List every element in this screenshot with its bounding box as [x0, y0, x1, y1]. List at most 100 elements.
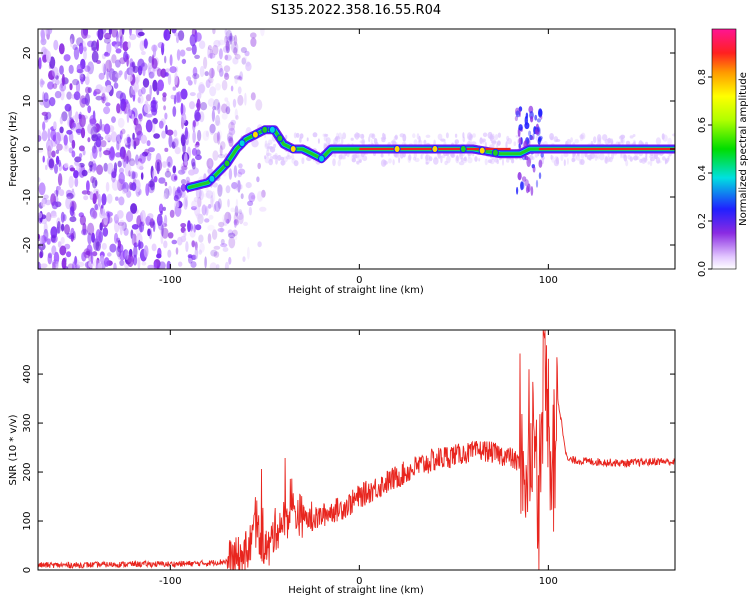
heatmap-cell — [80, 127, 86, 139]
heatmap-cell — [84, 76, 90, 86]
heatmap-cell — [103, 106, 111, 115]
heatmap-cell — [189, 34, 196, 47]
heatmap-cell — [51, 150, 56, 158]
heatmap-cell — [352, 154, 358, 159]
heatmap-cell — [59, 116, 64, 125]
heatmap-cell — [104, 32, 112, 40]
heatmap-cell — [38, 212, 43, 219]
heatmap-cell — [108, 147, 116, 161]
heatmap-cell — [193, 68, 197, 75]
heatmap-cell — [275, 158, 278, 165]
heatmap-cell — [234, 235, 238, 241]
heatmap-cell — [212, 44, 219, 56]
heatmap-cell — [106, 193, 113, 204]
heatmap-cell — [566, 157, 569, 165]
heatmap-cell — [163, 193, 167, 200]
heatmap-cell — [472, 133, 476, 138]
heatmap-cell — [43, 222, 48, 234]
heatmap-cell — [140, 210, 146, 223]
heatmap-cell — [99, 255, 105, 264]
heatmap-cell — [233, 212, 239, 224]
heatmap-cell — [128, 158, 136, 167]
heatmap-cell — [104, 95, 109, 104]
heatmap-cell — [213, 98, 220, 111]
heatmap-cell — [120, 98, 127, 112]
heatmap-cell — [51, 66, 59, 78]
heatmap-cell — [46, 50, 51, 63]
heatmap-cell — [81, 228, 88, 236]
heatmap-cell — [208, 73, 212, 84]
heatmap-cell — [121, 188, 128, 195]
heatmap-cell — [295, 132, 300, 138]
y-tick-label: 300 — [22, 414, 33, 433]
heatmap-cell — [142, 78, 150, 88]
heatmap-cell — [216, 129, 223, 140]
heatmap-cell — [66, 91, 72, 100]
heatmap-cell — [111, 54, 117, 64]
heatmap-cell — [527, 183, 531, 193]
heatmap-cell — [233, 186, 238, 191]
heatmap-cell — [106, 162, 114, 175]
heatmap-cell — [208, 53, 216, 59]
heatmap-cell — [560, 154, 564, 162]
heatmap-cell — [105, 181, 110, 192]
heatmap-cell — [492, 133, 495, 140]
heatmap-cell — [280, 160, 286, 166]
heatmap-cell — [53, 39, 59, 51]
heatmap-cell — [207, 165, 212, 176]
heatmap-cell — [96, 133, 102, 139]
heatmap-cell — [132, 132, 135, 140]
heatmap-cell — [440, 155, 443, 164]
heatmap-cell — [335, 136, 340, 140]
heatmap-cell — [211, 229, 218, 240]
heatmap-cell — [537, 126, 541, 132]
heatmap-cell — [225, 29, 233, 43]
heatmap-cell — [264, 156, 270, 164]
heatmap-cell — [224, 54, 232, 61]
heatmap-cell — [215, 264, 220, 269]
heatmap-cell — [54, 163, 58, 174]
heatmap-cell — [195, 144, 200, 150]
spectrum-hotspot — [478, 146, 486, 155]
heatmap-cell — [599, 152, 605, 161]
heatmap-cell — [180, 88, 188, 100]
heatmap-cell — [230, 119, 236, 126]
heatmap-cell — [412, 156, 417, 161]
heatmap-cell — [240, 193, 244, 200]
heatmap-cell — [57, 241, 62, 248]
heatmap-cell — [227, 198, 230, 208]
heatmap-cell — [425, 154, 431, 161]
heatmap-cell — [217, 60, 223, 65]
heatmap-cell — [96, 39, 99, 52]
heatmap-cell — [208, 67, 215, 79]
heatmap-cell — [578, 158, 583, 165]
heatmap-cell — [645, 153, 648, 160]
heatmap-cell — [231, 182, 238, 189]
heatmap-cell — [76, 63, 83, 74]
heatmap-cell — [224, 35, 228, 44]
heatmap-cell — [549, 133, 554, 140]
heatmap-cell — [212, 150, 219, 161]
heatmap-cell — [39, 78, 44, 88]
heatmap-cell — [135, 179, 141, 192]
heatmap-cell — [224, 31, 231, 41]
chart-title: S135.2022.358.16.55.R04 — [271, 3, 441, 18]
heatmap-cell — [89, 191, 94, 200]
heatmap-cell — [162, 95, 167, 102]
y-tick-label: 400 — [22, 365, 33, 384]
heatmap-cell — [173, 194, 179, 202]
heatmap-cell — [213, 251, 220, 258]
heatmap-cell — [50, 226, 58, 239]
heatmap-cell — [116, 246, 122, 258]
heatmap-cell — [247, 200, 254, 206]
heatmap-cell — [43, 98, 51, 109]
colorbar-tick-label: 0.2 — [697, 213, 708, 229]
heatmap-cell — [518, 137, 522, 145]
heatmap-cell — [232, 57, 239, 65]
heatmap-cell — [172, 165, 177, 174]
heatmap-cell — [48, 158, 55, 169]
heatmap-cell — [123, 227, 129, 236]
heatmap-cell — [538, 109, 543, 117]
heatmap-cell — [103, 63, 106, 76]
heatmap-cell — [119, 36, 123, 49]
